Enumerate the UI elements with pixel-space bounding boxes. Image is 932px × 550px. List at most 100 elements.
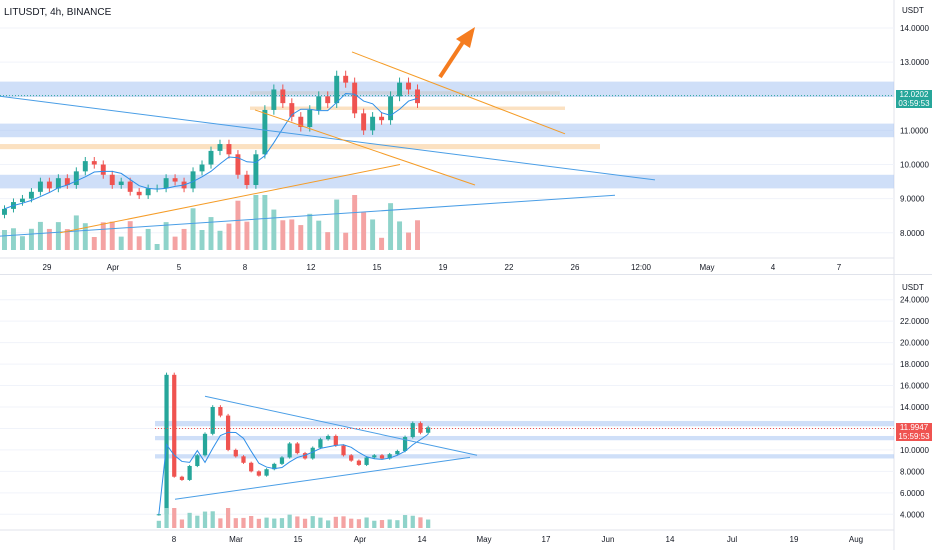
volume-bar xyxy=(410,515,415,528)
volume-bar xyxy=(271,209,277,250)
price-pane-4h[interactable]: 14.000013.000012.000011.000010.00009.000… xyxy=(0,0,932,275)
volume-bar xyxy=(28,228,34,250)
volume-bar xyxy=(244,221,250,250)
candle-body xyxy=(195,455,200,466)
volume-bar xyxy=(164,508,169,528)
volume-bar xyxy=(210,511,215,528)
candle-body xyxy=(379,116,385,121)
time-tick-label: 17 xyxy=(542,535,551,544)
candle-body xyxy=(280,89,286,104)
volume-bar xyxy=(218,518,223,528)
volume-bar xyxy=(298,225,304,250)
volume-bar xyxy=(181,228,187,250)
volume-bar xyxy=(46,228,52,250)
secondary-chart-canvas[interactable]: 24.0000 22.0000 20.0000 18.0000 16.0000 14.00… xyxy=(0,275,932,550)
candle-body xyxy=(426,427,431,433)
price-tick-label: 20.0000 xyxy=(900,339,929,348)
candle-countdown: 03:59:53 xyxy=(898,99,930,108)
candle-body xyxy=(46,181,52,189)
volume-bar xyxy=(136,236,142,250)
time-tick-label: 15 xyxy=(373,263,382,272)
volume-bar xyxy=(100,222,106,250)
volume-bar xyxy=(333,516,338,528)
pane-divider[interactable] xyxy=(0,274,932,275)
volume-bar xyxy=(253,195,259,250)
main-chart-canvas[interactable]: 14.000013.000012.000011.000010.00009.000… xyxy=(0,0,932,275)
volume-bar xyxy=(397,221,403,250)
volume-bar xyxy=(387,519,392,528)
candle-countdown-2: 15:59:53 xyxy=(898,432,930,441)
time-tick-label: May xyxy=(476,535,491,544)
volume-bar xyxy=(156,520,161,528)
trendline-blue xyxy=(0,194,616,237)
candle-body xyxy=(187,466,192,480)
volume-bar xyxy=(10,228,16,250)
candle-body xyxy=(298,116,304,127)
price-tick-label: 8.0000 xyxy=(900,467,925,476)
volume-bar xyxy=(64,229,70,250)
volume-bar xyxy=(179,519,185,528)
volume-bar xyxy=(73,215,79,250)
symbol-title: LITUSDT, 4h, BINANCE xyxy=(4,7,112,18)
candle-body xyxy=(73,171,79,185)
volume-bar xyxy=(388,203,394,250)
candle-body xyxy=(379,455,385,459)
candle-body xyxy=(341,445,346,456)
price-tick-label: 9.0000 xyxy=(900,195,925,204)
time-tick-label: Apr xyxy=(107,263,120,272)
volume-bar xyxy=(325,232,331,250)
candle-body xyxy=(316,96,322,110)
volume-bar xyxy=(145,228,151,250)
candle-body xyxy=(241,456,246,463)
sr-zone-blue xyxy=(0,123,894,138)
volume-bar xyxy=(241,517,246,528)
moving-average-line xyxy=(158,431,429,515)
time-tick-label: Jul xyxy=(727,535,737,544)
time-tick-label: 29 xyxy=(43,263,52,272)
candle-body xyxy=(127,181,133,192)
volume-bar xyxy=(343,232,349,250)
volume-bar xyxy=(418,517,423,528)
candle-body xyxy=(318,439,323,448)
price-tick-label: 4.0000 xyxy=(900,510,925,519)
candle-body xyxy=(410,423,415,438)
time-tick-label: 19 xyxy=(790,535,799,544)
time-tick-label: 5 xyxy=(177,263,182,272)
trendline-blue xyxy=(204,395,478,456)
trendline-blue xyxy=(0,95,656,181)
volume-bar xyxy=(310,516,315,528)
price-tick-label: 14.0000 xyxy=(900,24,929,33)
volume-bar xyxy=(195,515,200,528)
trendline-blue xyxy=(174,456,471,500)
candle-body xyxy=(333,435,338,446)
candle-body xyxy=(19,198,25,203)
volume-bar xyxy=(262,195,268,250)
time-tick-label: 4 xyxy=(771,263,776,272)
volume-bar xyxy=(118,236,124,250)
candle-body xyxy=(172,374,177,477)
sr-zone-blue xyxy=(155,435,894,441)
candle-body xyxy=(352,82,358,114)
time-tick-label: Aug xyxy=(849,535,863,544)
candle-body xyxy=(356,460,362,465)
price-pane-daily[interactable]: 24.0000 22.0000 20.0000 18.0000 16.0000 14.00… xyxy=(0,275,932,550)
candle-body xyxy=(91,161,97,165)
candle-body xyxy=(418,423,423,433)
volume-bar xyxy=(287,514,292,528)
last-price-tag: 12.0202 03:59:53 xyxy=(896,90,932,108)
price-unit-label-2: USDT xyxy=(902,283,924,292)
candle-body xyxy=(179,476,185,480)
last-price: 12.0202 xyxy=(899,90,929,99)
candle-body xyxy=(256,471,261,476)
candle-body xyxy=(172,178,178,182)
volume-bar xyxy=(295,516,300,528)
candle-body xyxy=(262,109,268,155)
price-tick-label: 13.0000 xyxy=(900,58,929,67)
candle-body xyxy=(272,463,277,470)
candle-body xyxy=(361,113,367,131)
price-tick-label: 6.0000 xyxy=(900,489,925,498)
bullish-arrow-head xyxy=(456,27,475,48)
volume-bar xyxy=(302,518,308,528)
volume-bar xyxy=(264,517,269,528)
price-tick-label: 14.0000 xyxy=(900,403,929,412)
